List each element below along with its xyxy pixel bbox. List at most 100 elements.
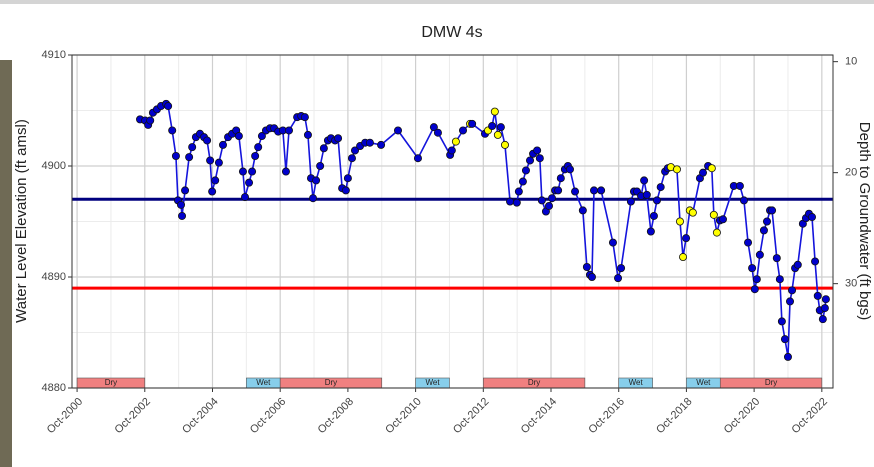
map-strip xyxy=(0,60,12,467)
data-point xyxy=(348,155,355,162)
data-point xyxy=(497,124,504,131)
page: {"chart_data": { "type": "line", "title"… xyxy=(0,0,874,467)
data-point xyxy=(566,166,573,173)
data-point xyxy=(719,216,726,223)
data-point xyxy=(814,292,821,299)
data-point xyxy=(571,188,578,195)
data-point xyxy=(209,188,216,195)
data-point xyxy=(819,316,826,323)
data-point xyxy=(489,122,496,129)
data-point xyxy=(760,227,767,234)
data-point xyxy=(763,218,770,225)
data-point xyxy=(285,127,292,134)
data-point xyxy=(788,287,795,294)
x-tick-label: Oct-2000 xyxy=(45,396,85,436)
data-point xyxy=(519,178,526,185)
data-point xyxy=(207,157,214,164)
data-point xyxy=(515,188,522,195)
data-point xyxy=(394,127,401,134)
x-tick-label: Oct-2004 xyxy=(180,396,220,436)
x-tick-label: Oct-2022 xyxy=(790,396,830,436)
climate-band-label: Wet xyxy=(425,378,440,387)
data-point xyxy=(748,265,755,272)
x-tick-label: Oct-2020 xyxy=(722,396,762,436)
data-point xyxy=(545,202,552,209)
climate-band-label: Dry xyxy=(105,378,117,387)
data-point xyxy=(744,239,751,246)
data-point xyxy=(491,108,498,115)
y-tick-label: 4880 xyxy=(42,382,66,394)
x-tick-label: Oct-2010 xyxy=(383,396,423,436)
data-point xyxy=(776,276,783,283)
data-point xyxy=(252,152,259,159)
data-point xyxy=(548,195,555,202)
data-point xyxy=(178,212,185,219)
y-axis-title: Water Level Elevation (ft amsl) xyxy=(13,119,30,323)
data-point xyxy=(169,127,176,134)
data-point xyxy=(534,147,541,154)
x-tick-label: Oct-2016 xyxy=(586,396,626,436)
data-point xyxy=(536,155,543,162)
data-point xyxy=(181,187,188,194)
data-point xyxy=(753,276,760,283)
data-point xyxy=(713,229,720,236)
data-point xyxy=(708,165,715,172)
data-point xyxy=(609,239,616,246)
data-point xyxy=(506,198,513,205)
chart-title: DMW 4s xyxy=(421,24,482,41)
y2-tick-label: 10 xyxy=(845,56,857,68)
data-point xyxy=(699,169,706,176)
data-point xyxy=(186,154,193,161)
data-point xyxy=(177,201,184,208)
data-point xyxy=(657,183,664,190)
data-point xyxy=(245,179,252,186)
data-point xyxy=(147,117,154,124)
data-point xyxy=(598,187,605,194)
data-point xyxy=(344,175,351,182)
data-point xyxy=(590,187,597,194)
data-point xyxy=(740,197,747,204)
data-point xyxy=(255,144,262,151)
data-point xyxy=(165,102,172,109)
data-point xyxy=(751,286,758,293)
data-point xyxy=(650,212,657,219)
data-point xyxy=(821,304,828,311)
data-point xyxy=(784,353,791,360)
climate-band-label: Dry xyxy=(765,378,777,387)
data-point xyxy=(617,265,624,272)
y2-axis-title: Depth to Groundwater (ft bgs) xyxy=(856,122,873,320)
data-point xyxy=(282,168,289,175)
x-tick-label: Oct-2014 xyxy=(519,396,559,436)
data-point xyxy=(469,120,476,127)
data-point xyxy=(513,199,520,206)
window-edge xyxy=(0,0,874,4)
data-point xyxy=(235,132,242,139)
data-point xyxy=(377,141,384,148)
data-point xyxy=(641,177,648,184)
data-point xyxy=(203,137,210,144)
data-point xyxy=(189,144,196,151)
data-point xyxy=(448,147,455,154)
data-point xyxy=(673,166,680,173)
data-point xyxy=(676,218,683,225)
data-point xyxy=(522,167,529,174)
data-point xyxy=(794,261,801,268)
data-point xyxy=(301,114,308,121)
data-point xyxy=(786,298,793,305)
y2-tick-label: 30 xyxy=(845,278,857,290)
data-point xyxy=(459,127,466,134)
data-point xyxy=(614,275,621,282)
data-point xyxy=(366,139,373,146)
data-point xyxy=(627,198,634,205)
y-tick-label: 4910 xyxy=(42,49,66,61)
data-point xyxy=(212,177,219,184)
data-point xyxy=(526,157,533,164)
y2-tick-label: 20 xyxy=(845,167,857,179)
data-point xyxy=(501,141,508,148)
climate-band-label: Wet xyxy=(629,378,644,387)
x-tick-label: Oct-2018 xyxy=(654,396,694,436)
data-point xyxy=(773,255,780,262)
data-point xyxy=(756,251,763,258)
x-tick-label: Oct-2008 xyxy=(316,396,356,436)
data-point xyxy=(334,135,341,142)
